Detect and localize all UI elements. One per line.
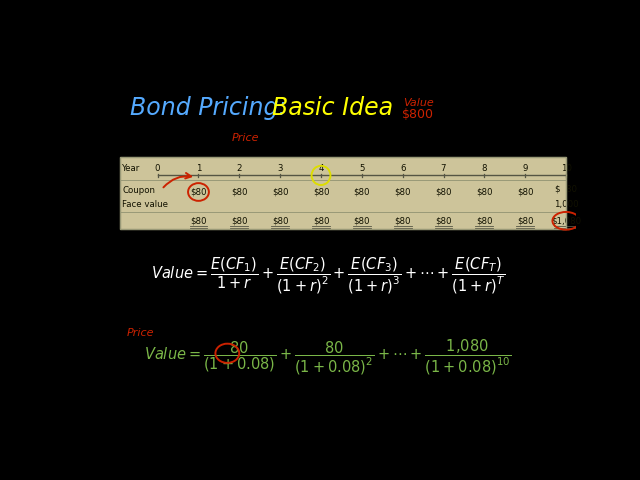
Text: Basic Idea: Basic Idea bbox=[272, 96, 393, 120]
Text: $\mathit{Value} = \dfrac{E(CF_1)}{1+r} + \dfrac{E(CF_2)}{(1+r)^2} + \dfrac{E(CF_: $\mathit{Value} = \dfrac{E(CF_1)}{1+r} +… bbox=[150, 255, 506, 296]
Text: 6: 6 bbox=[400, 165, 406, 173]
Text: $80: $80 bbox=[435, 188, 452, 196]
Text: 7: 7 bbox=[441, 165, 446, 173]
Text: $80: $80 bbox=[313, 188, 329, 196]
Text: $80: $80 bbox=[394, 216, 411, 225]
Text: 5: 5 bbox=[359, 165, 365, 173]
Text: $80: $80 bbox=[190, 188, 207, 196]
Text: 1: 1 bbox=[196, 165, 201, 173]
Text: $80: $80 bbox=[517, 188, 534, 196]
Text: Value: Value bbox=[403, 98, 434, 108]
Text: $80: $80 bbox=[313, 216, 329, 225]
Text: $80: $80 bbox=[272, 216, 289, 225]
Text: $  80: $ 80 bbox=[555, 184, 577, 193]
Text: Year: Year bbox=[122, 165, 140, 173]
Text: $80: $80 bbox=[272, 188, 289, 196]
Text: $80: $80 bbox=[354, 188, 370, 196]
Text: $80: $80 bbox=[435, 216, 452, 225]
Bar bbox=[120, 157, 566, 229]
Text: 2: 2 bbox=[237, 165, 242, 173]
Text: 1,000: 1,000 bbox=[554, 201, 579, 209]
Text: 0: 0 bbox=[155, 165, 161, 173]
Text: Coupon: Coupon bbox=[122, 186, 155, 194]
Text: $80: $80 bbox=[231, 188, 248, 196]
Text: $80: $80 bbox=[190, 216, 207, 225]
Text: $80: $80 bbox=[231, 216, 248, 225]
Text: $\it{{\$800}}$: $\it{{\$800}}$ bbox=[401, 106, 435, 122]
Text: $80: $80 bbox=[394, 188, 411, 196]
Text: Price: Price bbox=[231, 133, 259, 143]
Text: 10: 10 bbox=[561, 165, 572, 173]
Text: $80: $80 bbox=[517, 216, 534, 225]
Text: $80: $80 bbox=[354, 216, 370, 225]
Text: 9: 9 bbox=[522, 165, 528, 173]
Text: $1,080: $1,080 bbox=[551, 216, 581, 225]
Text: 3: 3 bbox=[277, 165, 283, 173]
Text: $\mathit{Value} = \dfrac{80}{(1+0.08)} + \dfrac{80}{(1+0.08)^2} + \cdots + \dfra: $\mathit{Value} = \dfrac{80}{(1+0.08)} +… bbox=[144, 337, 512, 377]
Bar bbox=[120, 157, 566, 229]
Text: $80: $80 bbox=[476, 216, 493, 225]
Text: 8: 8 bbox=[482, 165, 487, 173]
Text: Price: Price bbox=[127, 328, 155, 338]
Text: 4: 4 bbox=[318, 165, 324, 173]
Text: Face value: Face value bbox=[122, 201, 168, 209]
Text: Bond Pricing:: Bond Pricing: bbox=[129, 96, 294, 120]
Text: $80: $80 bbox=[476, 188, 493, 196]
